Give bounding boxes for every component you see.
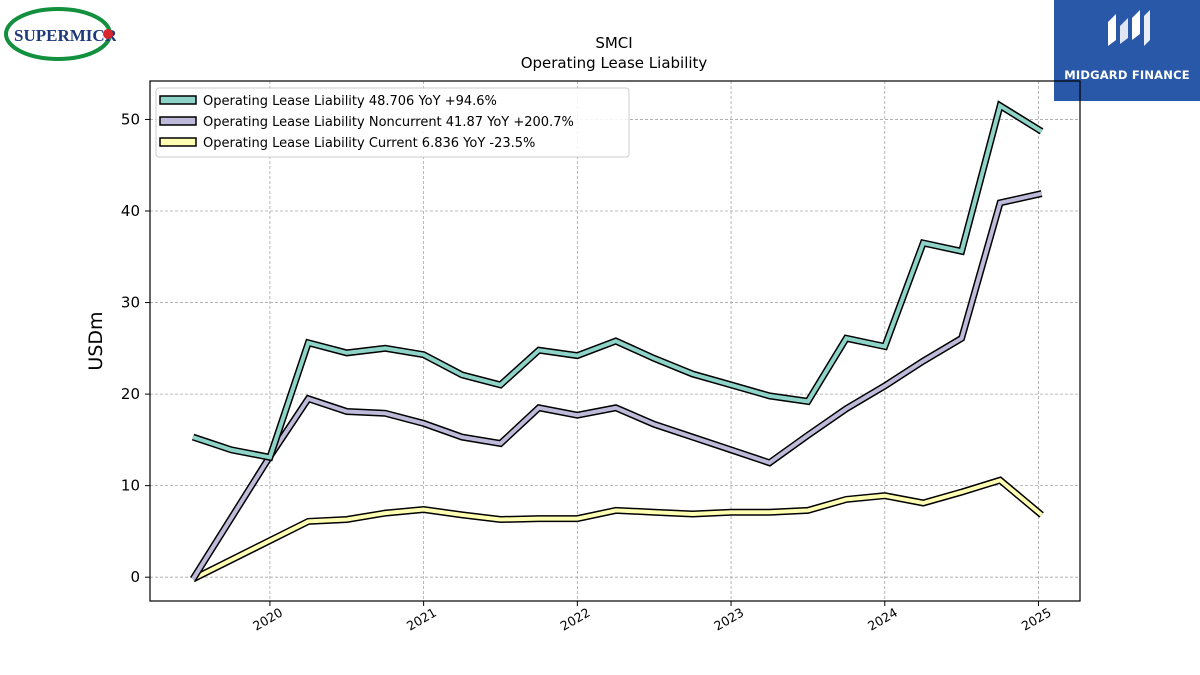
x-tick-label: 2023 [711, 605, 746, 634]
y-tick-label: 10 [121, 477, 140, 495]
legend-label: Operating Lease Liability 48.706 YoY +94… [203, 94, 497, 109]
x-tick-label: 2025 [1019, 605, 1054, 634]
legend-label: Operating Lease Liability Current 6.836 … [203, 136, 535, 151]
legend-swatch [159, 116, 197, 126]
supermicro-logo: SUPERMICR [4, 6, 118, 62]
midgard-mark-icon [1108, 10, 1150, 46]
x-tick-label: 2021 [404, 605, 439, 634]
x-tick-label: 2022 [558, 605, 593, 634]
x-tick-label: 2024 [865, 605, 900, 634]
chart-subtitle: Operating Lease Liability [521, 54, 708, 72]
legend-label: Operating Lease Liability Noncurrent 41.… [203, 115, 574, 130]
x-tick-label: 2020 [250, 605, 285, 634]
supermicro-logo-text: SUPERMICR [14, 26, 116, 45]
series-line-operating-lease-liability-noncurrent-yoy [191, 191, 1043, 581]
plot-frame [149, 80, 1081, 602]
chart-title: SMCI [595, 34, 632, 52]
y-tick-label: 20 [121, 385, 140, 403]
midgard-finance-text: MIDGARD FINANCE [1064, 68, 1190, 82]
y-tick-label: 0 [130, 568, 140, 586]
series-line-operating-lease-liability-current-yoy [192, 477, 1043, 581]
legend-swatch [159, 95, 197, 105]
midgard-finance-logo: MIDGARD FINANCE [1054, 0, 1200, 101]
series-outline-operating-lease-liability-current-yoy [191, 476, 1044, 583]
y-tick-label: 50 [121, 110, 140, 128]
y-tick-label: 30 [121, 294, 140, 312]
y-axis-label: USDm [85, 311, 107, 370]
series-line-operating-lease-liability-yoy [192, 102, 1043, 460]
legend-swatch [159, 137, 197, 147]
y-tick-label: 40 [121, 202, 140, 220]
legend: Operating Lease Liability 48.706 YoY +94… [155, 87, 630, 158]
legend-box [155, 87, 630, 158]
